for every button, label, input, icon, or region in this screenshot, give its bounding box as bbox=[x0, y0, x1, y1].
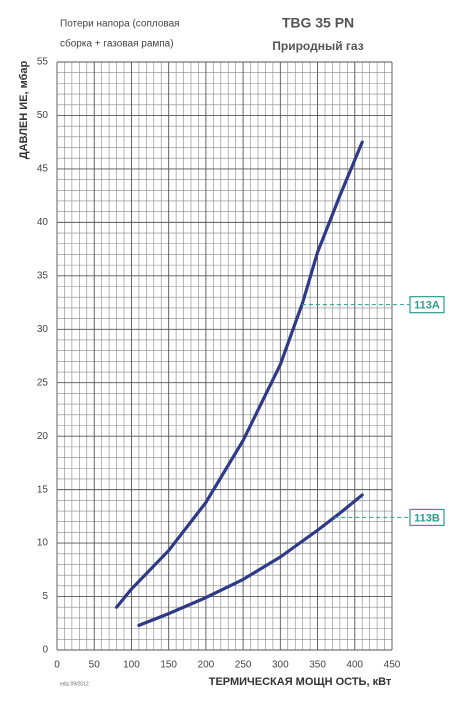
x-tick-label: 400 bbox=[346, 660, 363, 671]
x-tick-label: 100 bbox=[123, 660, 140, 671]
chart-subtitle: Природный газ bbox=[272, 39, 363, 53]
y-tick-label: 15 bbox=[37, 484, 49, 495]
y-tick-label: 40 bbox=[37, 217, 49, 228]
callout-label: 113A bbox=[414, 300, 440, 312]
curve bbox=[137, 493, 364, 628]
x-tick-label: 300 bbox=[272, 660, 289, 671]
y-tick-label: 5 bbox=[42, 591, 48, 602]
callout-box bbox=[409, 508, 445, 527]
note-line: Потери напора (сопловая bbox=[60, 19, 180, 30]
y-tick-label: 10 bbox=[37, 538, 49, 549]
y-tick-label: 35 bbox=[37, 270, 49, 281]
x-tick-label: 450 bbox=[384, 660, 401, 671]
x-tick-label: 200 bbox=[198, 660, 215, 671]
callout-box bbox=[409, 296, 445, 314]
y-tick-label: 20 bbox=[37, 431, 49, 442]
y-axis-label: ДАВЛЕН ИЕ, мбар bbox=[18, 60, 30, 159]
note-line: сборка + газовая рампа) bbox=[60, 38, 174, 50]
x-tick-label: 0 bbox=[54, 660, 60, 671]
x-tick-label: 50 bbox=[89, 660, 101, 671]
y-tick-label: 30 bbox=[37, 324, 49, 335]
x-tick-label: 350 bbox=[309, 660, 326, 671]
y-tick-label: 55 bbox=[37, 57, 49, 68]
y-tick-label: 0 bbox=[42, 645, 48, 656]
x-axis-label: ТЕРМИЧЕСКАЯ МОЩН ОСТЬ, кВт bbox=[209, 676, 392, 688]
curve bbox=[114, 140, 364, 609]
y-tick-label: 50 bbox=[37, 110, 49, 121]
y-tick-label: 25 bbox=[37, 377, 49, 388]
y-tick-label: 45 bbox=[37, 164, 49, 175]
edition: ediz.09/2012 bbox=[60, 681, 89, 687]
callout-label: 113B bbox=[414, 512, 440, 524]
chart-title: TBG 35 PN bbox=[282, 15, 354, 31]
x-tick-label: 150 bbox=[160, 660, 177, 671]
x-tick-label: 250 bbox=[235, 660, 252, 671]
